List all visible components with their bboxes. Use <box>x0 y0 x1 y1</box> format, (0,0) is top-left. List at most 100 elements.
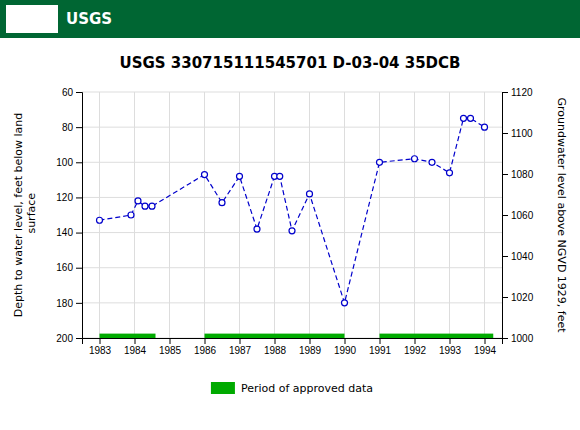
series-point <box>128 212 134 218</box>
tick: 140 <box>56 227 82 238</box>
tick: 200 <box>56 333 82 344</box>
chart: USGS USGS 330715111545701 D-03-04 35DCB 19… <box>0 0 580 430</box>
tick-mark <box>502 133 508 134</box>
tick-mark <box>76 162 82 163</box>
x-axis: 1983 1984 1985 1986 1987 1988 1989 1990 1991 1992… <box>83 338 503 356</box>
legend-label: Period of approved data <box>241 382 373 395</box>
tick-label: 1994 <box>474 345 497 356</box>
tick-label: 1060 <box>511 210 534 221</box>
series-point <box>142 203 148 209</box>
series-point <box>461 115 467 121</box>
tick-mark <box>76 338 82 339</box>
y-axis-label: Depth to water level, feet below land su… <box>12 113 38 318</box>
tick-label: 140 <box>56 227 73 238</box>
plot: 1983 1984 1985 1986 1987 1988 1989 1990 1991 1992… <box>56 87 533 356</box>
tick-label: 160 <box>56 262 73 273</box>
tick-mark <box>76 127 82 128</box>
tick: 1986 <box>194 338 217 356</box>
tick-label: 1040 <box>511 251 534 262</box>
grid-line-y <box>82 267 502 268</box>
grid-line-y <box>82 162 502 163</box>
grid-line-x <box>379 92 380 338</box>
grid-line-y <box>82 127 502 128</box>
tick: 1989 <box>299 338 322 356</box>
tick-mark <box>502 215 508 216</box>
grid-line-y <box>82 92 502 93</box>
tick-mark <box>502 256 508 257</box>
tick-label: 1983 <box>89 345 112 356</box>
tick-mark <box>76 233 82 234</box>
tick-label: 1100 <box>511 128 533 139</box>
title: USGS 330715111545701 D-03-04 35DCB <box>119 54 460 72</box>
series-point <box>97 217 103 223</box>
series-point <box>468 115 474 121</box>
series-point <box>219 200 225 206</box>
tick-mark <box>310 338 311 344</box>
tick-label: 1988 <box>264 345 287 356</box>
grid-line-x <box>169 92 170 338</box>
series-line <box>100 118 485 303</box>
legend-swatch <box>211 382 235 394</box>
series-point <box>237 173 243 179</box>
tick: 160 <box>56 262 82 273</box>
tick: 1984 <box>124 338 147 356</box>
tick-label: 200 <box>56 333 73 344</box>
tick: 1992 <box>404 338 427 356</box>
tick-label: 1990 <box>334 345 357 356</box>
tick-label: 1993 <box>439 345 462 356</box>
tick-mark <box>100 338 101 344</box>
legend: Period of approved data <box>211 382 373 395</box>
grid-line-x <box>204 92 205 338</box>
y2-axis-label: Groundwater level above NGVD 1929, feet <box>555 97 568 333</box>
tick: 1020 <box>502 292 534 303</box>
y-axis: 6080100120140160180200 <box>56 87 82 344</box>
tick-label: 120 <box>56 192 73 203</box>
series-point <box>429 159 435 165</box>
tick-label: 80 <box>62 122 74 133</box>
header-text: USGS <box>66 10 112 28</box>
series-point <box>482 124 488 130</box>
header-logo <box>6 5 58 33</box>
tick-mark <box>502 297 508 298</box>
tick: 120 <box>56 192 82 203</box>
tick: 1987 <box>229 338 252 356</box>
tick-mark <box>415 338 416 344</box>
grid-line-x <box>274 92 275 338</box>
tick: 1060 <box>502 210 534 221</box>
tick-mark <box>170 338 171 344</box>
tick: 1100 <box>502 128 533 139</box>
tick: 1080 <box>502 169 534 180</box>
tick-mark <box>380 338 381 344</box>
tick: 100 <box>56 157 82 168</box>
grid-line-x <box>414 92 415 338</box>
tick: 1040 <box>502 251 534 262</box>
tick-mark <box>502 338 508 339</box>
tick: 60 <box>62 87 82 98</box>
tick-label: 1000 <box>511 333 534 344</box>
header-bar <box>0 0 580 38</box>
grid-line-x <box>449 92 450 338</box>
axis-line <box>83 339 503 345</box>
marks <box>97 115 494 338</box>
grid-line-x <box>309 92 310 338</box>
axis-line <box>76 93 83 339</box>
series-point <box>289 228 295 234</box>
tick: 1990 <box>334 338 357 356</box>
approved-bar <box>205 334 345 338</box>
series-point <box>447 170 453 176</box>
axis-line <box>503 93 509 339</box>
y2-axis: 1000102010401060108011001120 <box>502 87 534 344</box>
tick-label: 1985 <box>159 345 182 356</box>
tick-label: 1986 <box>194 345 217 356</box>
series-point <box>277 173 283 179</box>
grid <box>82 92 502 338</box>
approved-bar <box>100 334 156 338</box>
tick-mark <box>76 197 82 198</box>
tick: 1983 <box>89 338 112 356</box>
tick-label: 1991 <box>369 345 392 356</box>
tick: 1993 <box>439 338 462 356</box>
tick: 1000 <box>502 333 534 344</box>
tick-mark <box>76 92 82 93</box>
tick: 1985 <box>159 338 182 356</box>
series-point <box>342 300 348 306</box>
